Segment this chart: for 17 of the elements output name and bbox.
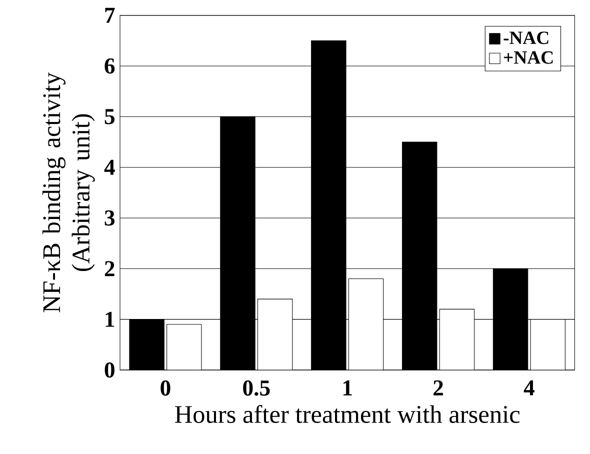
y-tick-label: 6 (104, 58, 115, 74)
y-tick-label: 0 (104, 362, 114, 378)
y-axis-title: NF-κB binding activity (Arbitrary unit) (42, 72, 95, 312)
x-tick-label: 0.5 (243, 380, 270, 396)
x-axis-title: Hours after treatment with arsenic (175, 404, 520, 424)
x-tick-label: 2 (434, 380, 443, 396)
legend-label: +NAC (504, 51, 553, 64)
y-tick-label: 4 (104, 160, 115, 175)
x-tick-label: 0 (160, 380, 170, 396)
y-tick-label: 3 (104, 210, 115, 226)
y-tick-label: 7 (105, 8, 115, 23)
y-tick-label: 2 (104, 261, 114, 276)
x-tick-label: 4 (524, 380, 534, 396)
y-tick-label: 1 (106, 312, 114, 327)
legend-label: -NAC (504, 32, 548, 44)
y-tick-label: 5 (104, 109, 114, 124)
x-tick-label: 1 (343, 380, 352, 396)
